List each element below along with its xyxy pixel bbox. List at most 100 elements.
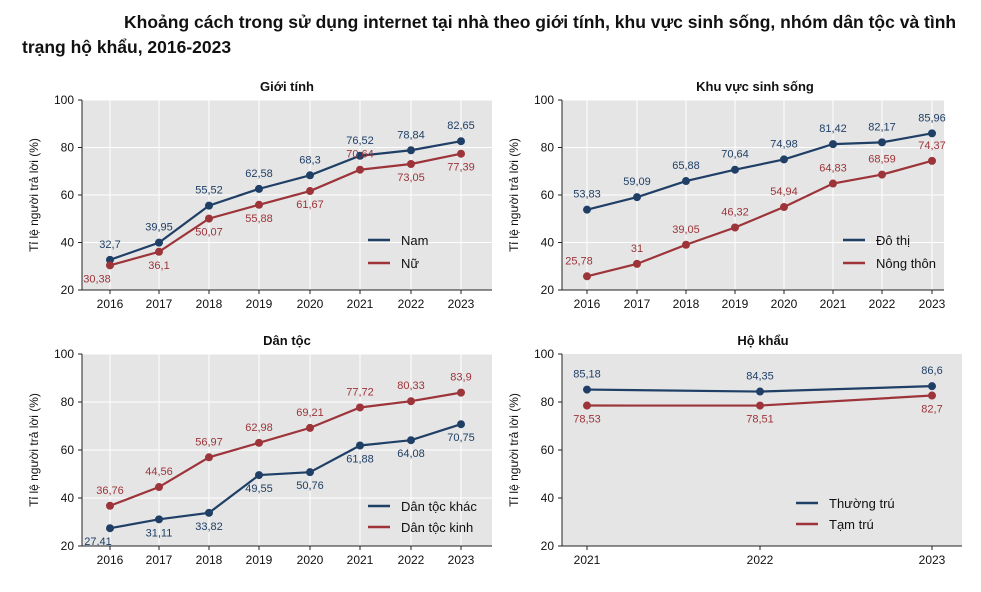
data-point xyxy=(255,438,263,447)
data-label: 74,98 xyxy=(770,138,798,150)
data-point xyxy=(780,155,788,164)
x-tick-label: 2020 xyxy=(771,297,798,311)
data-point xyxy=(583,385,591,394)
data-point xyxy=(928,156,936,165)
legend-label: Nam xyxy=(401,233,428,248)
data-label: 62,58 xyxy=(245,168,273,180)
legend-label: Thường trú xyxy=(829,496,895,511)
x-tick-label: 2016 xyxy=(574,297,601,311)
data-point xyxy=(407,160,415,169)
y-tick-label: 80 xyxy=(541,141,555,155)
data-point xyxy=(205,508,213,517)
series-line-1 xyxy=(109,140,462,261)
chart-panel-4: 20 40 60 80 100 2021 2022 2023 Hộ khẩu Tỉ lệ ngườ… xyxy=(507,333,962,567)
chart-panel-3: 20 40 60 80 100 2016 2017 2018 2019 2020 2021 2022 2… xyxy=(27,333,492,567)
data-label: 30,38 xyxy=(83,273,111,285)
panel-title: Giới tính xyxy=(260,79,314,94)
panel-title: Khu vực sinh sống xyxy=(696,79,814,94)
data-point xyxy=(407,397,415,406)
data-label: 84,35 xyxy=(746,371,774,383)
x-tick-label: 2017 xyxy=(146,297,173,311)
data-point xyxy=(633,193,641,202)
y-tick-label: 100 xyxy=(534,347,554,361)
data-label: 78,84 xyxy=(397,129,425,141)
y-tick-label: 80 xyxy=(61,395,75,409)
x-tick-label: 2019 xyxy=(722,297,749,311)
data-label: 62,98 xyxy=(245,422,273,434)
legend-label: Dân tộc khác xyxy=(401,499,477,514)
data-point xyxy=(205,453,213,462)
x-tick-label: 2017 xyxy=(624,297,651,311)
data-label: 61,67 xyxy=(296,199,324,211)
series-line-1 xyxy=(109,423,462,530)
data-label: 86,6 xyxy=(921,365,942,377)
data-point xyxy=(155,483,163,492)
y-tick-label: 100 xyxy=(534,93,554,107)
data-point xyxy=(356,441,364,450)
x-tick-label: 2023 xyxy=(919,553,946,567)
data-label: 74,37 xyxy=(918,140,946,152)
x-tick-label: 2022 xyxy=(398,553,425,567)
data-point xyxy=(356,403,364,412)
legend-label: Tạm trú xyxy=(829,517,874,532)
data-label: 33,82 xyxy=(195,521,223,533)
data-point xyxy=(356,165,364,174)
data-point xyxy=(756,387,764,396)
data-label: 82,17 xyxy=(868,121,896,133)
data-label: 36,76 xyxy=(96,485,124,497)
x-tick-label: 2016 xyxy=(97,553,124,567)
data-label: 65,88 xyxy=(672,160,700,172)
data-label: 25,78 xyxy=(565,255,593,267)
data-label: 70,75 xyxy=(447,432,475,444)
y-axis-label: Tỉ lệ người trả lời (%) xyxy=(507,138,521,252)
x-tick-label: 2023 xyxy=(448,553,475,567)
x-tick-label: 2021 xyxy=(347,553,374,567)
data-label: 85,96 xyxy=(918,112,946,124)
data-label: 81,42 xyxy=(819,123,847,135)
data-point xyxy=(878,170,886,179)
y-tick-label: 20 xyxy=(541,283,555,297)
data-label: 36,1 xyxy=(148,260,169,272)
data-label: 64,83 xyxy=(819,163,847,175)
data-point xyxy=(306,468,314,477)
data-point xyxy=(731,223,739,232)
data-label: 76,52 xyxy=(346,135,374,147)
data-label: 50,76 xyxy=(296,480,324,492)
chart-panel-1: 20 40 60 80 100 2016 2017 2018 2019 2020 2021 2022 2… xyxy=(27,79,492,311)
legend-label: Nông thôn xyxy=(876,256,936,271)
data-label: 78,53 xyxy=(573,414,601,426)
data-point xyxy=(155,515,163,524)
data-point xyxy=(682,177,690,186)
data-point xyxy=(583,272,591,281)
data-point xyxy=(583,401,591,410)
data-label: 80,33 xyxy=(397,380,425,392)
data-point xyxy=(731,165,739,174)
data-point xyxy=(682,240,690,249)
y-tick-label: 40 xyxy=(541,491,555,505)
series-line-2 xyxy=(109,152,462,267)
data-point xyxy=(205,214,213,223)
y-axis-label: Tỉ lệ người trả lời (%) xyxy=(27,138,41,252)
y-axis-label: Tỉ lệ người trả lời (%) xyxy=(507,393,521,507)
data-point xyxy=(457,388,465,397)
legend-label: Dân tộc kinh xyxy=(401,520,473,535)
data-point xyxy=(928,391,936,400)
y-tick-label: 20 xyxy=(61,283,75,297)
panel-title: Dân tộc xyxy=(263,333,311,348)
data-label: 31 xyxy=(631,243,643,255)
x-tick-label: 2021 xyxy=(347,297,374,311)
data-label: 64,08 xyxy=(397,448,425,460)
data-point xyxy=(106,261,114,270)
data-point xyxy=(457,137,465,146)
data-label: 56,97 xyxy=(195,436,223,448)
data-label: 31,11 xyxy=(146,527,173,539)
data-point xyxy=(407,146,415,155)
data-label: 77,39 xyxy=(447,162,475,174)
x-tick-label: 2022 xyxy=(869,297,896,311)
x-tick-label: 2023 xyxy=(448,297,475,311)
x-tick-label: 2016 xyxy=(97,297,124,311)
panel-title: Hộ khẩu xyxy=(737,333,788,348)
data-point xyxy=(106,255,114,264)
data-label: 39,05 xyxy=(672,224,700,236)
x-tick-label: 2023 xyxy=(919,297,946,311)
